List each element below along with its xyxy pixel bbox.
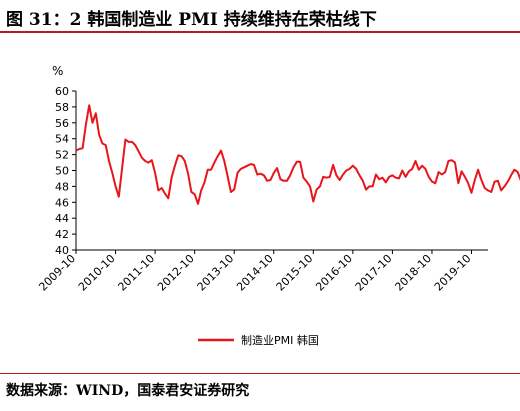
- source-note: 数据来源：WIND，国泰君安证券研究: [6, 380, 249, 400]
- source-rule: [0, 373, 520, 374]
- legend: 制造业PMI 韩国: [198, 333, 319, 347]
- x-tick-label: 2013-10: [195, 252, 237, 294]
- series-group: [75, 104, 520, 205]
- x-tick-label: 2010-10: [76, 252, 118, 294]
- x-tick-label: 2019-10: [432, 252, 474, 294]
- x-tick-label: 2016-10: [313, 252, 355, 294]
- y-tick-label: 60: [55, 85, 69, 98]
- x-tick-label: 2014-10: [234, 252, 276, 294]
- figure-title-bar: 图 31：2 韩国制造业 PMI 持续维持在荣枯线下: [0, 0, 520, 30]
- y-tick-label: 52: [55, 149, 69, 162]
- y-axis-ticks: 40 42 44 46 48 50 52 54 56 58 60: [55, 85, 76, 257]
- y-tick-label: 46: [55, 196, 69, 209]
- y-tick-label: 40: [55, 244, 69, 257]
- y-tick-label: 48: [55, 180, 69, 193]
- y-tick-label: 56: [55, 117, 69, 130]
- y-tick-label: 54: [55, 133, 69, 146]
- legend-label: 制造业PMI 韩国: [241, 333, 319, 347]
- x-tick-label: 2009-10: [36, 252, 78, 294]
- y-unit-label: %: [52, 64, 63, 78]
- source-label: 数据来源：: [6, 383, 76, 399]
- y-tick-label: 44: [55, 212, 69, 225]
- x-tick-label: 2015-10: [274, 252, 316, 294]
- source-text: WIND，国泰君安证券研究: [76, 383, 250, 399]
- x-tick-label: 2011-10: [116, 252, 158, 294]
- figure-title: 图 31：2 韩国制造业 PMI 持续维持在荣枯线下: [6, 10, 377, 30]
- y-tick-label: 58: [55, 101, 69, 114]
- y-tick-label: 50: [55, 165, 69, 178]
- x-axis-ticks: 2009-102010-102011-102012-102013-102014-…: [36, 250, 474, 294]
- x-tick-label: 2018-10: [392, 252, 434, 294]
- x-tick-label: 2012-10: [155, 252, 197, 294]
- series-line-0: [75, 104, 520, 205]
- x-tick-label: 2017-10: [353, 252, 395, 294]
- y-tick-label: 42: [55, 228, 69, 241]
- title-rule: [0, 31, 520, 33]
